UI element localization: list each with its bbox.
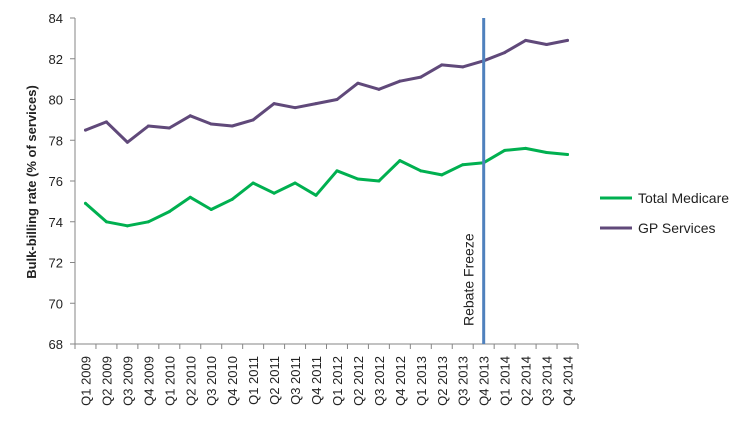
x-tick-label: Q4 2011 [309,356,324,405]
series-line-gp-services [84,38,569,144]
data-point [293,106,297,110]
y-tick-label: 76 [49,174,63,189]
x-tick-label: Q4 2009 [141,356,156,406]
x-tick-label: Q4 2012 [393,356,408,406]
x-tick-label: Q2 2011 [267,356,282,405]
x-tick-label: Q1 2012 [330,356,345,406]
data-point [524,38,528,42]
data-point [125,140,129,144]
data-point [230,124,234,128]
x-tick-label: Q1 2014 [498,356,513,406]
data-point [314,102,318,106]
data-point [314,193,318,197]
data-point [209,208,213,212]
x-tick-label: Q1 2010 [162,356,177,406]
data-point [440,63,444,67]
data-point [440,173,444,177]
x-tick-label: Q3 2011 [288,356,303,405]
y-tick-label: 72 [49,256,63,271]
x-tick-label: Q4 2010 [225,356,240,406]
x-tick-label: Q3 2012 [372,356,387,406]
data-point [83,201,87,205]
data-point [398,159,402,163]
data-point [335,98,339,101]
y-tick-label: 74 [49,215,63,230]
x-tick-label: Q4 2014 [561,356,576,406]
y-tick-label: 80 [49,93,63,108]
data-point [188,114,192,118]
data-point [503,51,507,55]
data-point [272,191,276,195]
data-point [524,146,528,150]
x-tick-label: Q3 2010 [204,356,219,406]
legend-label: Total Medicare [638,190,729,206]
y-axis-label: Bulk-billing rate (% of services) [24,85,39,279]
x-tick-label: Q4 2013 [477,356,492,406]
x-tick-label: Q3 2014 [540,356,555,406]
data-point [419,75,423,79]
data-point [167,210,171,214]
data-point [545,42,549,46]
x-tick-label: Q3 2009 [120,356,135,406]
data-point [377,179,381,183]
data-point [566,38,570,42]
data-point [293,181,297,185]
data-point [377,87,381,91]
data-point [209,122,213,126]
x-tick-label: Q1 2009 [78,356,93,406]
data-point [461,65,465,69]
x-tick-label: Q1 2011 [246,356,261,405]
x-tick-label: Q2 2012 [351,356,366,406]
data-point [251,118,255,122]
y-tick-label: 68 [49,337,63,352]
data-point [461,163,465,167]
y-tick-label: 78 [49,133,63,148]
data-point [545,150,549,154]
data-point [335,169,339,173]
data-point [167,126,171,130]
x-tick-label: Q2 2014 [519,356,534,406]
y-tick-label: 70 [49,296,63,311]
series-line-total-medicare [84,146,569,228]
data-point [83,128,87,132]
y-tick-label: 82 [49,52,63,67]
legend-label: GP Services [638,220,716,236]
data-point [146,124,150,128]
data-point [356,177,360,181]
x-tick-label: Q2 2010 [183,356,198,406]
data-point [104,120,108,124]
data-point [566,153,570,157]
x-tick-label: Q3 2013 [456,356,471,406]
x-tick-label: Q2 2013 [435,356,450,406]
data-point [146,220,150,224]
data-point [251,181,255,185]
x-tick-label: Q2 2009 [99,356,114,406]
y-tick-label: 84 [49,11,63,26]
data-point [104,220,108,224]
data-point [125,224,129,228]
data-point [503,148,507,152]
data-point [272,102,276,106]
rebate-freeze-label: Rebate Freeze [461,233,477,326]
data-point [230,197,234,201]
x-tick-label: Q1 2013 [414,356,429,406]
data-point [419,169,423,173]
data-point [398,79,402,83]
data-point [188,195,192,199]
data-point [356,81,360,85]
